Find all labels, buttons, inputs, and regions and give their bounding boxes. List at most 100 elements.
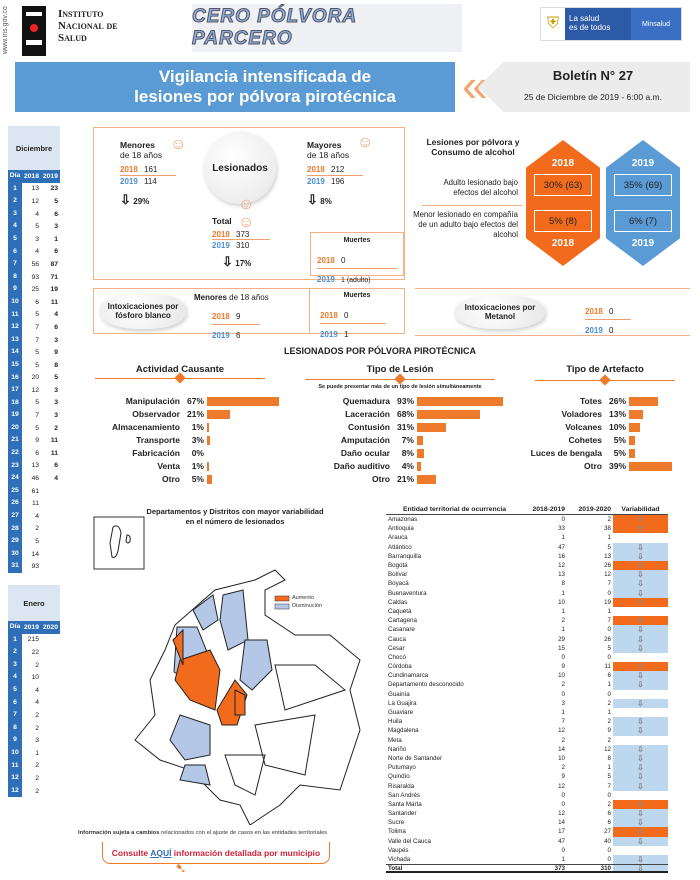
san-andres-inset <box>93 516 145 570</box>
bar-percent: 5% <box>613 448 626 458</box>
value-current-year: 2 <box>54 424 58 432</box>
table-row: 1 13 23 <box>8 182 60 196</box>
colombia-map <box>93 516 361 825</box>
bar-label: Cohetes <box>568 435 602 445</box>
injured-summary: Menores de 18 años ☺ 2018 161 2019 114 ⇩ 2… <box>93 127 405 284</box>
value-2018-2019: 47 <box>558 837 565 845</box>
entity-name: San Andrés <box>388 791 420 799</box>
adults-sublabel: de 18 años <box>307 150 350 160</box>
table-row: Valle del Cauca 47 40 ⇩ <box>386 836 668 846</box>
value-2018-2019: 15 <box>558 644 565 652</box>
day-cell: 4 <box>8 671 22 684</box>
value-2019-2020: 0 <box>607 791 611 799</box>
value-prev-year: 13 <box>31 185 39 193</box>
value-current-year: 11 <box>50 437 58 445</box>
day-cell: 21 <box>8 434 22 448</box>
arrow-down-icon: ⇩ <box>613 818 668 828</box>
alcohol-2019-hexagon: 2019 35% (69) 6% (7) 2019 <box>606 140 680 266</box>
table-row: Guainía 0 0 <box>386 690 668 699</box>
table-row: 19 7 3 <box>8 409 60 422</box>
bar-row: Almacenamiento 1% <box>80 421 209 433</box>
day-cell: 7 <box>8 258 22 271</box>
day-cell: 6 <box>8 696 22 710</box>
value-2018-2019: 9 <box>561 773 565 781</box>
variability-empty <box>613 846 668 855</box>
title-underline <box>535 374 675 386</box>
day-cell: 3 <box>8 207 22 221</box>
value-2018-2019: 12 <box>558 727 565 735</box>
total-label: Total <box>212 216 232 226</box>
department-borders <box>224 664 347 796</box>
arrow-down-icon: ⇩ <box>613 643 668 653</box>
value-prev-year: 5 <box>35 349 39 357</box>
value-2018-2019: 17 <box>558 828 565 836</box>
arrow-down-icon: ⇩ <box>613 744 668 754</box>
entity-name: Vaupés <box>388 846 409 854</box>
ins-logo <box>22 6 46 56</box>
table-row: 12 7 6 <box>8 321 60 334</box>
adult-icon: ☺ <box>357 134 374 151</box>
phosphorus-box: Intoxicaciones por fósforo blanco Menore… <box>93 288 405 340</box>
year-2019: 2019 <box>320 330 338 339</box>
day-cell: 11 <box>8 759 22 773</box>
value-prev-year: 4 <box>35 248 39 256</box>
day-cell: 23 <box>8 459 22 473</box>
table-row: 17 12 3 <box>8 384 60 397</box>
group-label: Menores <box>194 293 227 302</box>
legend-decrease: Disminución <box>292 603 322 609</box>
title-line: lesiones por pólvora pirotécnica <box>134 87 396 106</box>
table-row: 21 9 11 <box>8 434 60 448</box>
islands-outline <box>109 525 131 558</box>
bar <box>629 422 640 432</box>
bar <box>417 409 480 419</box>
footer-note: Información sujeta a cambios relacionado… <box>78 830 327 836</box>
table-row: 4 10 <box>8 671 60 684</box>
table-row: 9 25 19 <box>8 283 60 296</box>
here-link[interactable]: AQUÍ <box>150 848 172 858</box>
value-prev-year: 6 <box>35 298 39 306</box>
value-2018-2019: 10 <box>558 598 565 606</box>
phosphorus-title: Intoxicaciones por fósforo blanco <box>100 293 186 329</box>
day-cell: 1 <box>8 633 22 647</box>
arrow-down-icon: ⇩ <box>613 680 668 690</box>
day-cell: 4 <box>8 220 22 233</box>
map-title-line: Departamentos y Distritos con mayor vari… <box>146 507 324 516</box>
bar <box>207 409 230 419</box>
arrow-down-icon: ⇩ <box>222 254 233 269</box>
table-row: 29 5 <box>8 535 60 548</box>
table-row: 30 14 <box>8 547 60 561</box>
value-prev-year: 6 <box>35 449 39 457</box>
entity-name: La Guajira <box>388 699 417 707</box>
title-underline <box>305 373 495 385</box>
table-row: Tolima 17 27 ⇧ <box>386 827 668 837</box>
value-prev-year: 56 <box>31 260 39 268</box>
entity-name: Nariño <box>388 745 407 753</box>
value-2018-2019: 13 <box>558 571 565 579</box>
entity-name: Cartagena <box>388 617 417 625</box>
value-2019-2020: 1 <box>607 764 611 772</box>
value-2019-2020: 1 <box>607 681 611 689</box>
bar <box>417 474 437 484</box>
entity-name: Guaviare <box>388 709 414 717</box>
day-cell: 18 <box>8 396 22 410</box>
change-percent: 17% <box>235 259 252 268</box>
arrow-down-icon: ⇩ <box>613 588 668 598</box>
arrow-down-icon: ⇩ <box>120 192 131 207</box>
value-2019-2020: 2 <box>607 800 611 808</box>
value-2018-2019: 10 <box>558 754 565 762</box>
table-row: Santander 12 6 ⇩ <box>386 809 668 819</box>
region-decrease <box>179 764 211 786</box>
table-row: 26 11 <box>8 497 60 511</box>
value-prev-year: 5 <box>35 223 39 231</box>
value-2018: 0 <box>609 307 614 316</box>
bar <box>207 396 280 406</box>
table-row: Nariño 14 12 ⇩ <box>386 744 668 754</box>
bar-percent: 21% <box>396 474 414 484</box>
day-cell: 22 <box>8 447 22 460</box>
arrow-down-icon: ⇩ <box>307 192 318 207</box>
bar-label: Daño auditivo <box>333 461 390 471</box>
arrow-up-icon: ⇧ <box>613 515 668 525</box>
variability-empty <box>613 791 668 800</box>
divider <box>422 205 522 206</box>
total-block: ☺☺ Total 2018 373 2019 310 ⇩ 17% <box>212 196 270 270</box>
